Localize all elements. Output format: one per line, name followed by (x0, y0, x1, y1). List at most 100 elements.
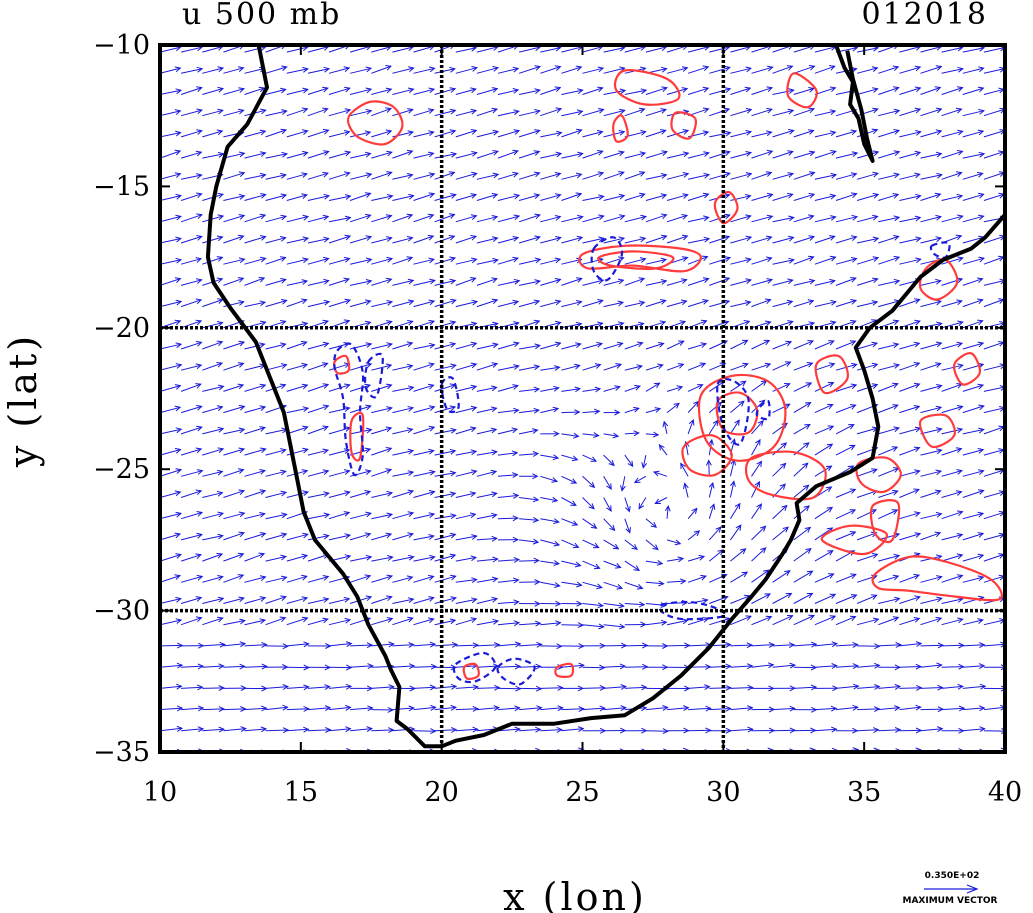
wind-vector-head (978, 151, 986, 158)
wind-vector (814, 131, 836, 138)
wind-vector-head (322, 617, 329, 624)
wind-vector-head (343, 256, 351, 263)
wind-vector-head (282, 684, 290, 690)
wind-vector-head (734, 502, 741, 510)
wind-vector-head (534, 235, 541, 242)
wind-vector (899, 427, 921, 435)
wind-vector (1004, 51, 1005, 53)
wind-vector (497, 707, 520, 711)
wind-vector-head (598, 214, 605, 221)
wind-vector (350, 728, 372, 732)
wind-vector-head (803, 505, 810, 512)
wind-vector (835, 340, 856, 350)
wind-vector (962, 130, 984, 138)
wind-vector (878, 575, 899, 583)
wind-vector-head (300, 340, 308, 347)
wind-vector (663, 421, 668, 435)
wind-vector (688, 707, 711, 711)
wind-vector-head (852, 704, 859, 711)
wind-vector (709, 108, 730, 117)
wind-vector (307, 554, 329, 562)
wind-vector-head (660, 279, 668, 285)
wind-vector-head (653, 382, 661, 389)
wind-vector-head (575, 65, 583, 72)
wind-vector-head (766, 192, 774, 199)
wind-vector-head (344, 108, 352, 114)
wind-vector (202, 406, 223, 414)
wind-vector-head (386, 595, 393, 602)
wind-vector-head (978, 663, 986, 670)
wind-vector-head (999, 278, 1005, 285)
wind-vector-head (745, 172, 753, 178)
wind-vector (349, 214, 371, 223)
wind-vector-head (574, 409, 581, 416)
wind-vector (371, 130, 392, 138)
wind-vector (180, 490, 202, 498)
wind-vector-head (491, 87, 499, 93)
wind-vector-head (745, 151, 753, 157)
wind-vector (793, 151, 815, 159)
wind-vector (371, 469, 392, 477)
wind-vector-head (849, 531, 857, 537)
wind-vector-head (893, 363, 901, 369)
wind-vector (160, 259, 182, 265)
wind-vector-head (491, 277, 498, 284)
wind-vector-head (723, 193, 731, 199)
wind-vector-head (913, 617, 921, 623)
wind-vector (160, 46, 181, 53)
wind-vector-head (364, 447, 372, 454)
wind-vector-head (196, 173, 203, 179)
wind-vector-head (955, 234, 963, 241)
wind-vector (730, 87, 751, 95)
wind-vector (413, 597, 434, 604)
wind-vector-head (302, 66, 309, 73)
wind-vector (687, 299, 708, 308)
wind-vector (941, 406, 963, 414)
wind-vector (497, 280, 520, 286)
wind-vector (856, 618, 879, 626)
wind-vector-head (365, 511, 372, 518)
wind-vector-head (261, 705, 268, 712)
wind-vector-head (827, 425, 835, 431)
wind-vector (687, 508, 698, 520)
wind-vector-head (217, 533, 224, 540)
wind-vector-head (1022, 748, 1027, 753)
wind-vector (561, 454, 578, 461)
wind-vector (730, 131, 752, 138)
wind-vector-head (935, 278, 942, 285)
wind-vector-head (237, 383, 245, 390)
wind-vector-head (576, 235, 584, 242)
wind-vector-head (640, 130, 647, 136)
wind-vector-head (893, 235, 900, 241)
wind-vector (751, 503, 762, 519)
wind-vector-head (724, 65, 731, 72)
wind-vector-head (237, 574, 245, 580)
wind-vector-head (914, 86, 922, 93)
wind-vector-head (806, 570, 814, 577)
wind-vector-head (808, 87, 815, 93)
wind-vector-head (258, 86, 266, 93)
wind-vector-head (850, 299, 858, 305)
wind-vector (286, 708, 309, 711)
wind-vector (666, 619, 688, 626)
wind-vector-head (385, 363, 393, 370)
wind-vector (476, 131, 499, 138)
wind-vector (751, 236, 772, 244)
wind-vector-head (738, 400, 745, 407)
wind-vector-head (302, 447, 309, 454)
wind-vector (434, 257, 456, 265)
wind-vector (392, 512, 414, 520)
wind-vector (371, 729, 394, 732)
wind-vector-head (471, 577, 478, 584)
wind-vector-head (174, 384, 182, 390)
wind-vector-head (428, 87, 436, 94)
wind-vector-head (302, 425, 309, 432)
wind-vector (307, 426, 329, 435)
wind-vector-head (281, 109, 288, 115)
wind-vector (793, 108, 815, 117)
wind-vector-head (612, 432, 620, 439)
wind-vector-head (323, 150, 330, 156)
wind-vector (1004, 115, 1005, 116)
wind-vector (603, 47, 625, 53)
wind-vector (645, 621, 667, 626)
